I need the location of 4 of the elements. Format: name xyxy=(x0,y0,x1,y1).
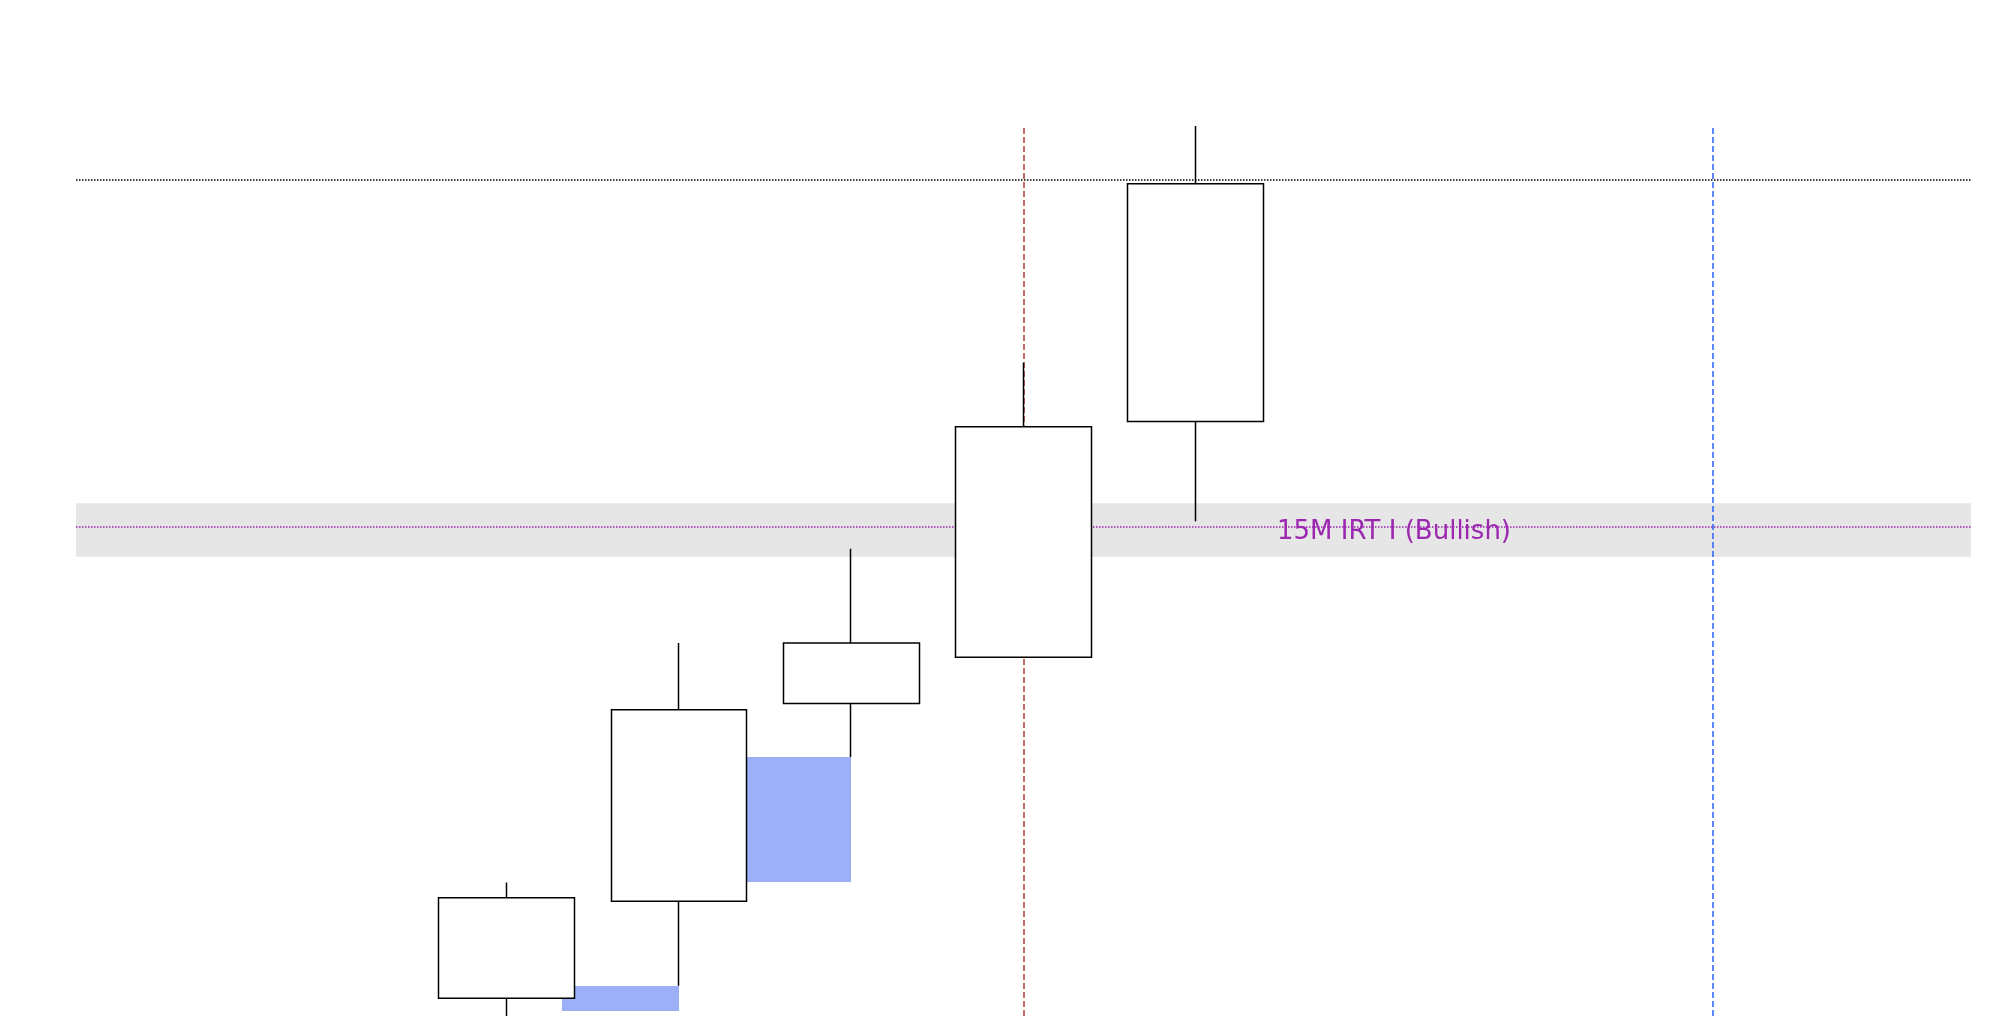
candlestick xyxy=(610,642,748,987)
candlestick xyxy=(437,881,576,1017)
candlestick xyxy=(782,548,921,758)
band-label: 15M IRT I (Bullish) xyxy=(1277,515,1511,546)
